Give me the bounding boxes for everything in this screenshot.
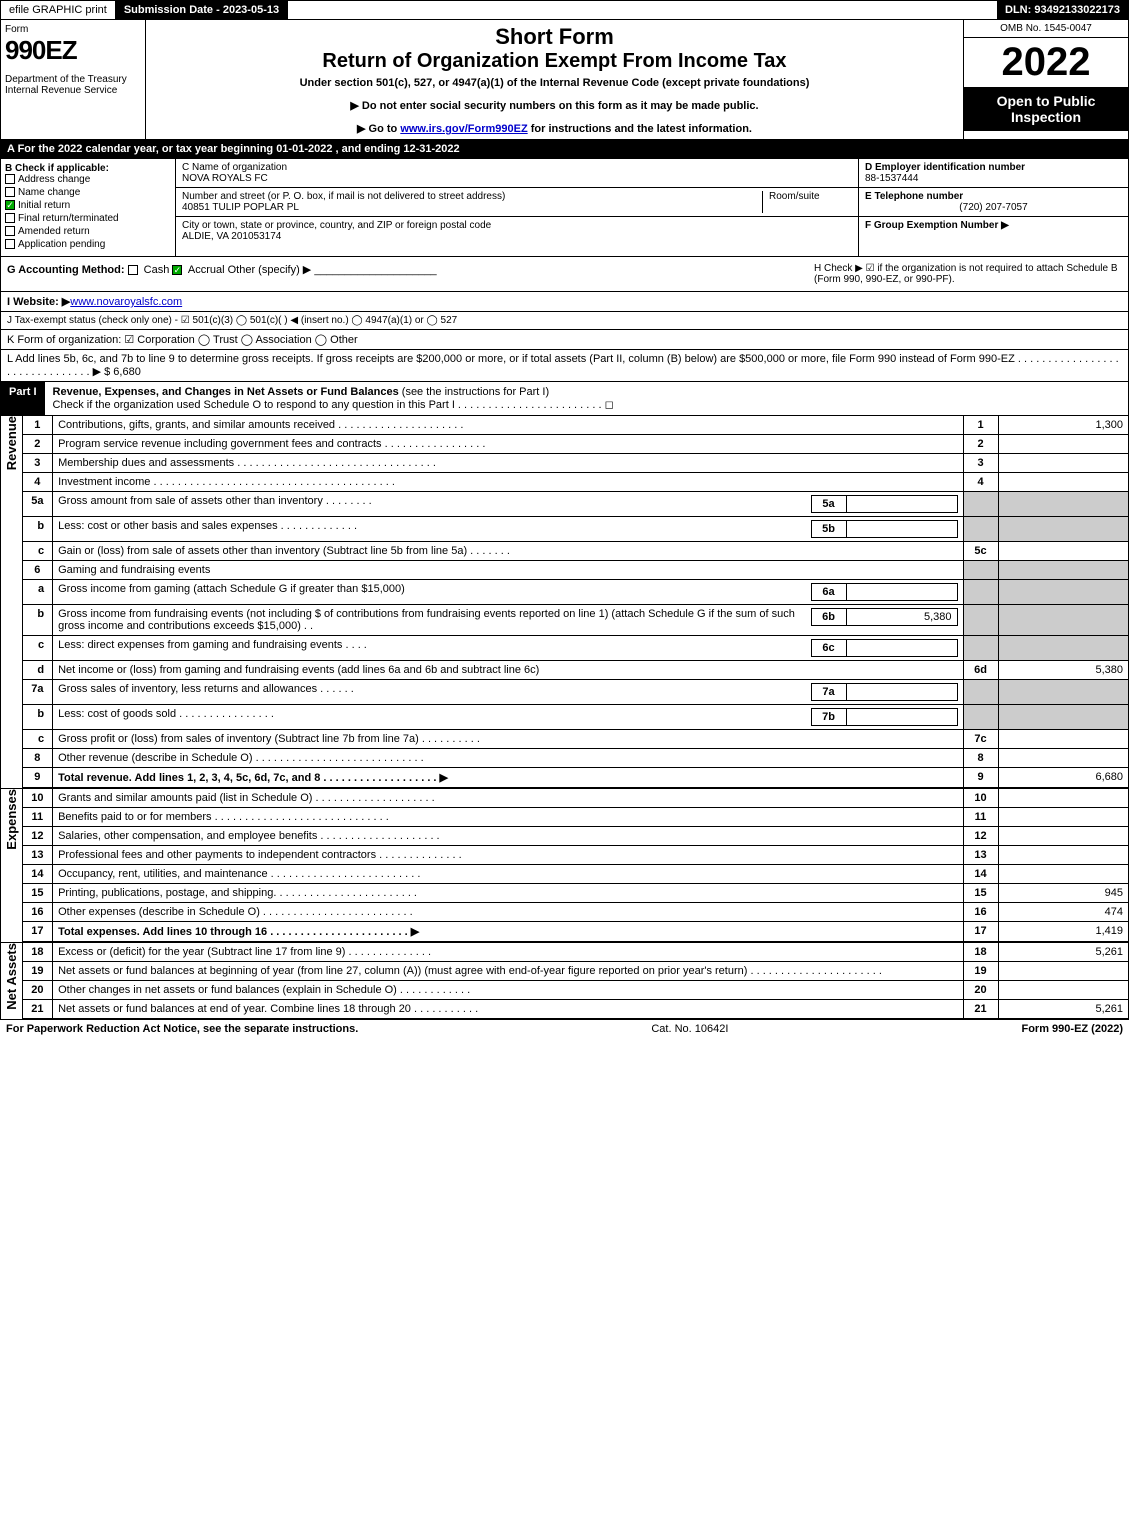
chk-amended-return[interactable]: Amended return xyxy=(5,226,171,237)
public-inspection-badge: Open to Public Inspection xyxy=(964,87,1128,131)
note-link: ▶ Go to www.irs.gov/Form990EZ for instru… xyxy=(156,122,953,135)
subtitle: Under section 501(c), 527, or 4947(a)(1)… xyxy=(156,77,953,89)
topbar: efile GRAPHIC print Submission Date - 20… xyxy=(0,0,1129,20)
chk-name-change[interactable]: Name change xyxy=(5,187,171,198)
efile-label: efile GRAPHIC print xyxy=(1,1,116,19)
section-g-through-k: G Accounting Method: Cash ✓ Accrual Othe… xyxy=(0,257,1129,350)
line-17: 17Total expenses. Add lines 10 through 1… xyxy=(23,922,1128,942)
tax-year: 2022 xyxy=(964,38,1128,87)
line-14: 14Occupancy, rent, utilities, and mainte… xyxy=(23,865,1128,884)
c-room-label: Room/suite xyxy=(769,191,820,202)
c-name-label: C Name of organization xyxy=(182,162,287,173)
line-7c: cGross profit or (loss) from sales of in… xyxy=(23,730,1128,749)
header: Form 990EZ Department of the Treasury In… xyxy=(0,20,1129,140)
part-num: Part I xyxy=(1,382,45,415)
line-16: 16Other expenses (describe in Schedule O… xyxy=(23,903,1128,922)
section-b-through-f: B Check if applicable: Address change Na… xyxy=(0,159,1129,257)
website-link[interactable]: www.novaroyalsfc.com xyxy=(70,296,182,308)
form-label: Form xyxy=(5,24,141,35)
line-6a: aGross income from gaming (attach Schedu… xyxy=(23,580,1128,605)
dln: DLN: 93492133022173 xyxy=(997,1,1128,19)
title-return: Return of Organization Exempt From Incom… xyxy=(156,50,953,73)
dept: Department of the Treasury Internal Reve… xyxy=(5,74,141,96)
line-5b: bLess: cost or other basis and sales exp… xyxy=(23,517,1128,542)
line-20: 20Other changes in net assets or fund ba… xyxy=(23,981,1128,1000)
line-5a: 5aGross amount from sale of assets other… xyxy=(23,492,1128,517)
line-6: 6Gaming and fundraising events xyxy=(23,561,1128,580)
footer-right: Form 990-EZ (2022) xyxy=(1021,1023,1123,1035)
c-street: 40851 TULIP POPLAR PL xyxy=(182,202,299,213)
line-18: 18Excess or (deficit) for the year (Subt… xyxy=(23,943,1128,962)
expenses-vert-label: Expenses xyxy=(1,789,23,942)
form-number: 990EZ xyxy=(5,35,141,66)
row-k: K Form of organization: ☑ Corporation ◯ … xyxy=(1,330,1128,350)
header-left: Form 990EZ Department of the Treasury In… xyxy=(1,20,146,139)
line-6d: dNet income or (loss) from gaming and fu… xyxy=(23,661,1128,680)
revenue-vert-label: Revenue xyxy=(1,416,23,788)
b-label: B Check if applicable: xyxy=(5,163,171,174)
chk-address-change[interactable]: Address change xyxy=(5,174,171,185)
part-1-header: Part I Revenue, Expenses, and Changes in… xyxy=(0,382,1129,416)
title-short-form: Short Form xyxy=(156,24,953,50)
expenses-table: 10Grants and similar amounts paid (list … xyxy=(23,789,1128,942)
line-13: 13Professional fees and other payments t… xyxy=(23,846,1128,865)
submission-date: Submission Date - 2023-05-13 xyxy=(116,1,288,19)
c-city: ALDIE, VA 201053174 xyxy=(182,231,281,242)
revenue-table: 1Contributions, gifts, grants, and simil… xyxy=(23,416,1128,788)
header-center: Short Form Return of Organization Exempt… xyxy=(146,20,963,139)
netassets-vert-label: Net Assets xyxy=(1,943,23,1019)
col-c-org: C Name of organization NOVA ROYALS FC Nu… xyxy=(176,159,858,256)
line-7a: 7aGross sales of inventory, less returns… xyxy=(23,680,1128,705)
line-8: 8Other revenue (describe in Schedule O) … xyxy=(23,749,1128,768)
chk-initial-return[interactable]: ✓Initial return xyxy=(5,200,171,211)
line-5c: cGain or (loss) from sale of assets othe… xyxy=(23,542,1128,561)
row-i: I Website: ▶www.novaroyalsfc.com xyxy=(1,292,1128,312)
row-l: L Add lines 5b, 6c, and 7b to line 9 to … xyxy=(0,350,1129,382)
irs-link[interactable]: www.irs.gov/Form990EZ xyxy=(400,123,527,135)
row-h: H Check ▶ ☑ if the organization is not r… xyxy=(808,257,1128,291)
col-b-checkboxes: B Check if applicable: Address change Na… xyxy=(1,159,176,256)
netassets-table: 18Excess or (deficit) for the year (Subt… xyxy=(23,943,1128,1019)
e-phone: (720) 207-7057 xyxy=(865,202,1122,213)
line-4: 4Investment income . . . . . . . . . . .… xyxy=(23,473,1128,492)
line-3: 3Membership dues and assessments . . . .… xyxy=(23,454,1128,473)
line-19: 19Net assets or fund balances at beginni… xyxy=(23,962,1128,981)
e-label: E Telephone number xyxy=(865,191,963,202)
row-a-tax-year: A For the 2022 calendar year, or tax yea… xyxy=(0,140,1129,159)
line-6c: cLess: direct expenses from gaming and f… xyxy=(23,636,1128,661)
line-12: 12Salaries, other compensation, and empl… xyxy=(23,827,1128,846)
row-j: J Tax-exempt status (check only one) - ☑… xyxy=(1,312,1128,330)
c-street-label: Number and street (or P. O. box, if mail… xyxy=(182,191,505,202)
footer: For Paperwork Reduction Act Notice, see … xyxy=(0,1020,1129,1038)
footer-left: For Paperwork Reduction Act Notice, see … xyxy=(6,1023,358,1035)
c-city-label: City or town, state or province, country… xyxy=(182,220,491,231)
chk-application-pending[interactable]: Application pending xyxy=(5,239,171,250)
line-15: 15Printing, publications, postage, and s… xyxy=(23,884,1128,903)
line-7b: bLess: cost of goods sold . . . . . . . … xyxy=(23,705,1128,730)
chk-final-return[interactable]: Final return/terminated xyxy=(5,213,171,224)
line-10: 10Grants and similar amounts paid (list … xyxy=(23,789,1128,808)
line-1: 1Contributions, gifts, grants, and simil… xyxy=(23,416,1128,435)
d-label: D Employer identification number xyxy=(865,162,1025,173)
footer-catno: Cat. No. 10642I xyxy=(651,1023,728,1035)
col-def: D Employer identification number 88-1537… xyxy=(858,159,1128,256)
line-6b: bGross income from fundraising events (n… xyxy=(23,605,1128,636)
line-11: 11Benefits paid to or for members . . . … xyxy=(23,808,1128,827)
part-title: Revenue, Expenses, and Changes in Net As… xyxy=(45,382,1128,415)
line-21: 21Net assets or fund balances at end of … xyxy=(23,1000,1128,1019)
c-name: NOVA ROYALS FC xyxy=(182,173,268,184)
row-g: G Accounting Method: Cash ✓ Accrual Othe… xyxy=(1,257,808,291)
header-right: OMB No. 1545-0047 2022 Open to Public In… xyxy=(963,20,1128,139)
line-9: 9Total revenue. Add lines 1, 2, 3, 4, 5c… xyxy=(23,768,1128,788)
note-ssn: ▶ Do not enter social security numbers o… xyxy=(156,99,953,112)
d-ein: 88-1537444 xyxy=(865,173,918,184)
line-2: 2Program service revenue including gover… xyxy=(23,435,1128,454)
f-label: F Group Exemption Number ▶ xyxy=(865,220,1009,231)
omb: OMB No. 1545-0047 xyxy=(964,20,1128,38)
